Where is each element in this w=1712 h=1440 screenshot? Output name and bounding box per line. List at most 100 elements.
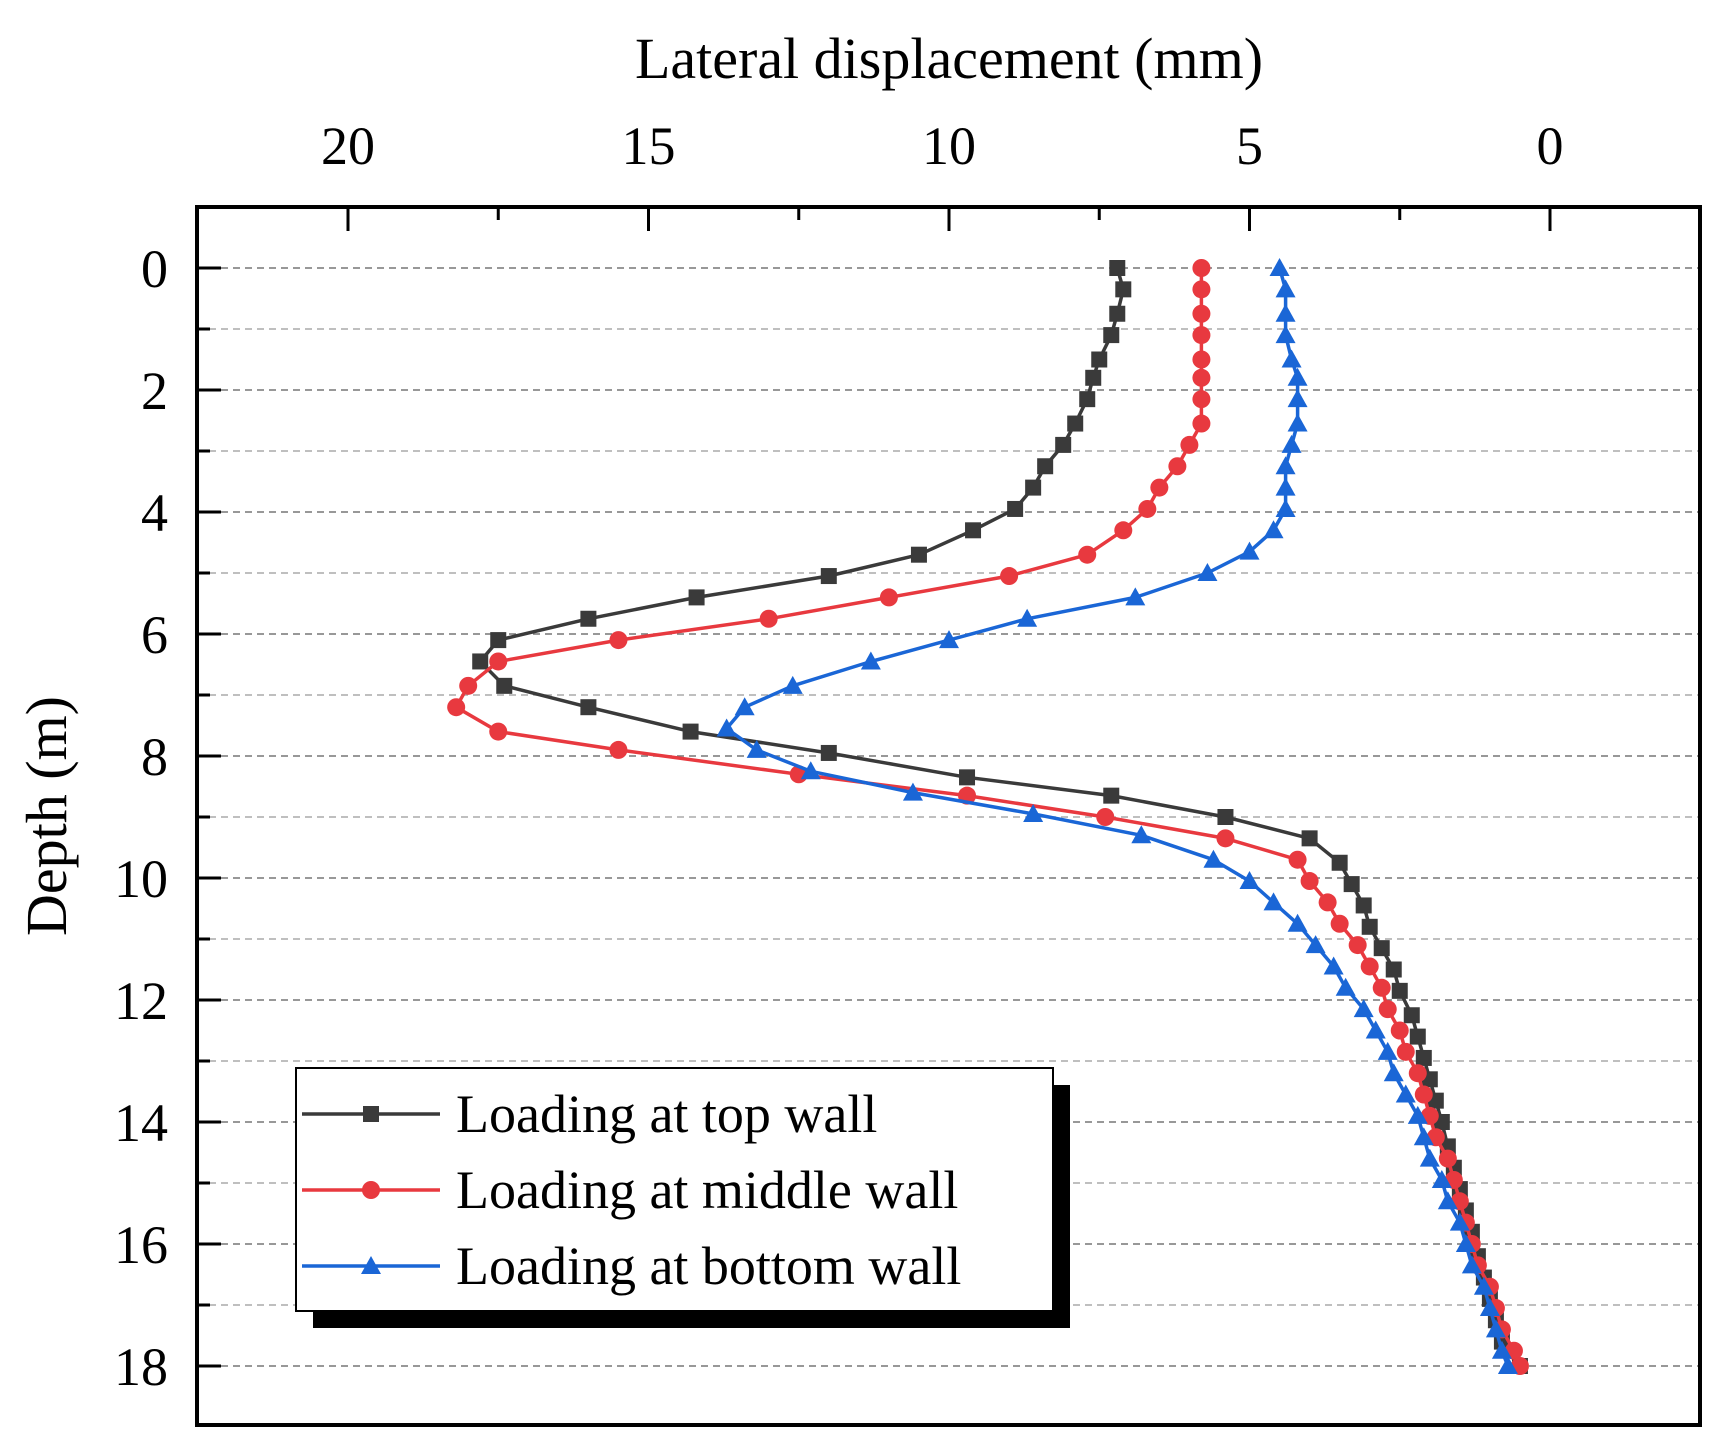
data-point: [1491, 1340, 1512, 1359]
data-point: [1391, 982, 1408, 999]
data-point: [1263, 892, 1284, 911]
data-point: [1449, 1212, 1470, 1231]
data-point: [1115, 281, 1132, 298]
data-point: [1114, 521, 1133, 540]
data-point: [1372, 978, 1391, 997]
data-point: [580, 699, 597, 716]
ticks: 20 15 10 5 0 0 2 4 6 8 10 12 14 16 18: [114, 116, 1564, 1397]
data-point: [1331, 854, 1348, 871]
x-axis-title: Lateral displacement (mm): [635, 26, 1263, 91]
legend: Loading at top wall Loading at middle wal…: [295, 1067, 1070, 1328]
data-point: [1497, 1356, 1518, 1374]
series-triangle: [716, 258, 1518, 1374]
legend-label: Loading at bottom wall: [456, 1236, 961, 1296]
data-point: [1216, 829, 1235, 848]
data-point: [1281, 434, 1302, 453]
series-circle: [447, 259, 1529, 1375]
data-point: [1203, 849, 1224, 868]
data-point: [1180, 435, 1199, 454]
data-point: [860, 651, 881, 670]
plot-frame: [195, 205, 1702, 1427]
x-tick-label: 10: [922, 116, 976, 176]
y-tick-label: 2: [141, 361, 168, 421]
x-tick-label: 15: [622, 116, 676, 176]
y-tick-label: 8: [141, 727, 168, 787]
y-tick-label: 0: [141, 239, 168, 299]
data-point: [1485, 1319, 1506, 1338]
data-point: [1377, 1041, 1398, 1060]
x-tick-label: 20: [321, 116, 375, 176]
data-point: [1275, 456, 1296, 475]
data-point: [1281, 349, 1302, 368]
data-point: [1396, 1042, 1415, 1061]
data-point: [1192, 304, 1211, 323]
data-point: [1415, 1049, 1432, 1066]
data-point: [1192, 326, 1211, 345]
data-point: [1109, 305, 1126, 322]
data-point: [1217, 809, 1234, 825]
data-point: [1438, 1149, 1457, 1168]
data-point: [1305, 935, 1326, 954]
data-point: [1275, 477, 1296, 496]
data-point: [1461, 1255, 1482, 1274]
data-point: [1287, 413, 1308, 432]
data-point: [1197, 563, 1218, 581]
y-tick-label: 10: [114, 849, 168, 909]
data-point: [1091, 351, 1108, 368]
data-point: [682, 723, 699, 740]
data-point: [1023, 803, 1044, 822]
data-point: [1025, 479, 1042, 496]
data-point: [1409, 1028, 1426, 1045]
data-point: [459, 676, 478, 695]
data-point: [1269, 258, 1290, 276]
data-point: [490, 632, 507, 649]
data-point: [1263, 520, 1284, 539]
legend-label: Loading at middle wall: [456, 1160, 958, 1220]
x-tick-label: 5: [1236, 116, 1263, 176]
y-tick-label: 4: [141, 483, 168, 543]
data-point: [1419, 1148, 1440, 1167]
data-point: [472, 653, 489, 670]
data-point: [447, 698, 466, 717]
data-point: [1125, 587, 1146, 606]
data-point: [1408, 1064, 1427, 1083]
data-point: [1067, 415, 1084, 432]
data-point: [1300, 872, 1319, 891]
legend-label: Loading at top wall: [456, 1084, 877, 1144]
data-point: [1000, 567, 1019, 586]
grid: [197, 267, 1700, 1367]
data-point: [489, 722, 508, 741]
data-point: [1473, 1276, 1494, 1295]
data-point: [1378, 1000, 1397, 1019]
data-point: [1373, 940, 1390, 957]
y-tick-label: 12: [114, 971, 168, 1031]
data-point: [1287, 367, 1308, 386]
data-point: [1407, 1105, 1428, 1124]
data-point: [1403, 1007, 1420, 1024]
data-point: [1361, 918, 1378, 935]
data-point: [1192, 350, 1211, 369]
data-point: [1353, 999, 1374, 1018]
data-point: [1355, 897, 1372, 914]
y-tick-label: 18: [114, 1337, 168, 1397]
data-point: [1437, 1191, 1458, 1210]
data-point: [1287, 389, 1308, 408]
data-point: [1383, 1063, 1404, 1082]
data-point: [1096, 808, 1115, 826]
data-point: [1343, 876, 1360, 893]
data-point: [1168, 457, 1187, 476]
data-point: [1330, 914, 1349, 933]
data-point: [820, 568, 837, 585]
data-point: [1239, 871, 1260, 890]
data-point: [1192, 414, 1211, 433]
y-tick-label: 16: [114, 1215, 168, 1275]
data-point: [1414, 1085, 1433, 1104]
data-point: [965, 522, 982, 539]
data-point: [1455, 1234, 1476, 1252]
data-point: [1239, 541, 1260, 560]
data-point: [1275, 325, 1296, 344]
data-point: [609, 740, 628, 759]
data-point: [716, 718, 737, 737]
data-point: [1192, 390, 1211, 409]
data-point: [1103, 787, 1120, 804]
